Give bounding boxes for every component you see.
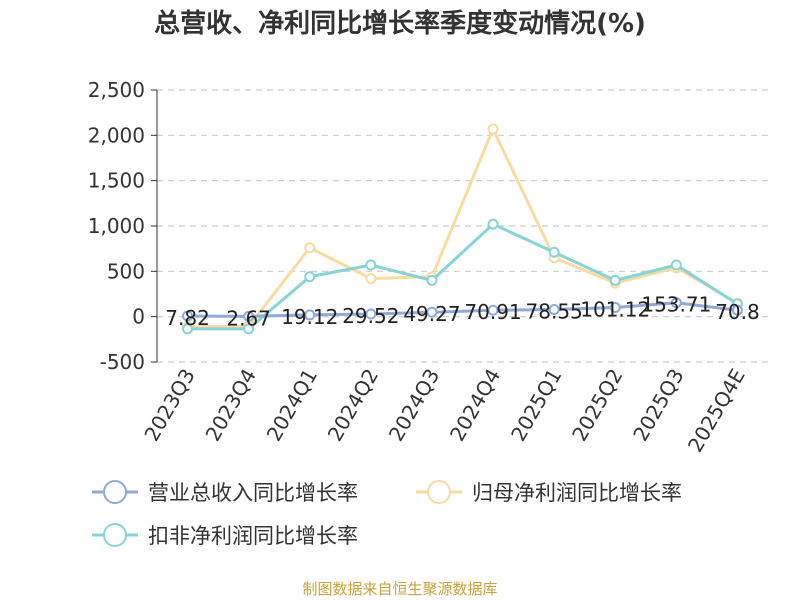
series-line xyxy=(187,222,739,331)
data-label: 7.82 xyxy=(165,306,210,330)
data-label: 70.91 xyxy=(464,300,521,324)
x-tick-label: 2023Q3 xyxy=(139,365,199,446)
x-tick-label: 2024Q2 xyxy=(323,365,383,446)
data-point xyxy=(365,259,377,271)
data-point xyxy=(487,304,499,316)
data-label: 70.8 xyxy=(715,300,760,324)
data-point xyxy=(304,271,316,283)
data-label: 78.55 xyxy=(526,300,583,324)
data-label: 29.52 xyxy=(342,304,399,328)
data-point xyxy=(304,309,316,321)
data-label: 101.12 xyxy=(580,297,650,321)
y-tick-label: 2,000 xyxy=(88,123,145,147)
legend-label: 归母净利润同比增长率 xyxy=(472,481,682,505)
x-tick-label: 2025Q2 xyxy=(567,365,627,446)
data-point xyxy=(731,304,743,316)
data-point xyxy=(365,308,377,320)
data-labels: 7.82 2.67 19.12 29.52 49.27 70.91 78.55101.121… xyxy=(165,293,759,331)
data-label: 49.27 xyxy=(403,302,460,326)
x-tick-label: 2025Q1 xyxy=(506,365,566,446)
y-tick-label: 0 xyxy=(132,305,145,329)
series-layer xyxy=(182,123,743,335)
legend-marker xyxy=(103,523,127,547)
series-line xyxy=(187,301,738,318)
y-tick-label: 1,000 xyxy=(88,214,145,238)
y-tick-label: 2,500 xyxy=(88,78,145,102)
x-tick-label: 2024Q1 xyxy=(262,365,322,446)
x-tick-label: 2023Q4 xyxy=(201,365,261,446)
data-point xyxy=(365,273,377,285)
data-point xyxy=(243,323,255,335)
data-label: 19.12 xyxy=(281,305,338,329)
data-point xyxy=(487,218,499,230)
data-point xyxy=(182,323,194,335)
series-line xyxy=(187,127,739,329)
data-point xyxy=(426,306,438,318)
legend-label: 营业总收入同比增长率 xyxy=(148,481,358,505)
x-tick-label: 2024Q4 xyxy=(445,365,505,446)
data-point xyxy=(243,310,255,322)
data-point xyxy=(670,259,682,271)
data-point xyxy=(609,301,621,313)
data-point xyxy=(304,242,316,254)
data-point xyxy=(548,304,560,316)
y-tick-label: 500 xyxy=(107,259,145,283)
x-tick-label: 2024Q3 xyxy=(384,365,444,446)
x-tick-label: 2025Q3 xyxy=(628,365,688,446)
y-axis: -500 0 500 1,000 1,500 2,000 2,500 xyxy=(88,78,158,374)
x-axis: 2023Q3 2023Q4 2024Q1 2024Q2 2024Q3 2024Q4 2025… xyxy=(139,365,749,457)
legend-label: 扣非净利润同比增长率 xyxy=(148,524,358,548)
data-point xyxy=(182,310,194,322)
data-label: 153.71 xyxy=(641,293,711,317)
data-label: 2.67 xyxy=(226,306,271,330)
data-point xyxy=(487,123,499,135)
legend-marker xyxy=(103,480,127,504)
y-tick-label: 1,500 xyxy=(88,169,145,193)
legend-marker xyxy=(427,480,451,504)
y-tick-label: -500 xyxy=(100,350,145,374)
data-point xyxy=(670,297,682,309)
data-point xyxy=(548,246,560,258)
data-point xyxy=(426,274,438,286)
chart-title: 总营收、净利同比增长率季度变动情况(%) xyxy=(154,8,646,39)
x-tick-label: 2025Q4E xyxy=(683,365,750,457)
source-note: 制图数据来自恒生聚源数据库 xyxy=(302,580,497,598)
data-point xyxy=(609,274,621,286)
